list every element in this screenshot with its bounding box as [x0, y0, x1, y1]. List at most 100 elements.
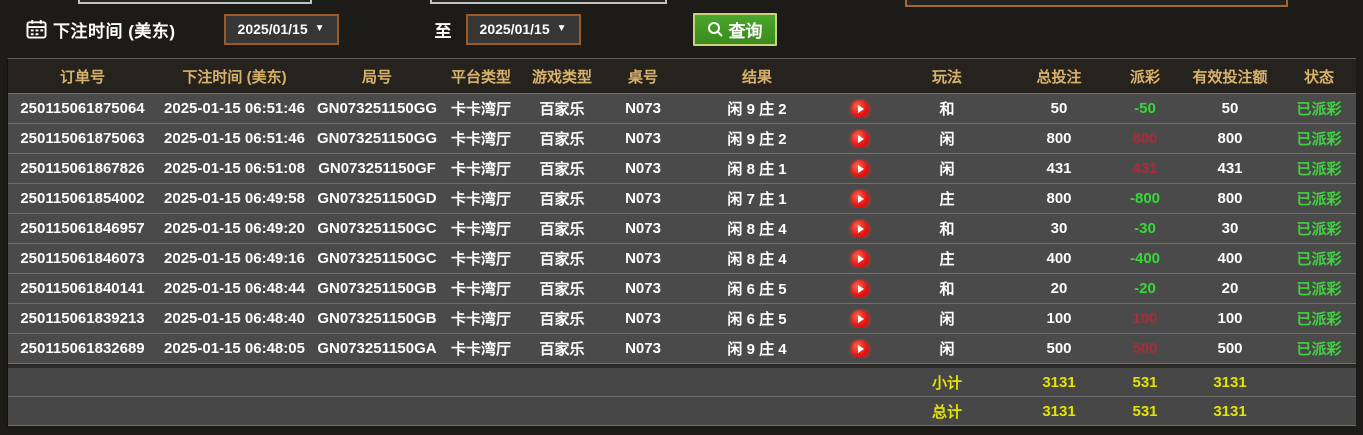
header-play-type: 玩法: [931, 68, 962, 86]
video-play-icon[interactable]: [851, 249, 869, 268]
cell-valid-bet: 100: [1217, 310, 1243, 327]
cell-play-type: 庄: [939, 251, 955, 268]
cell-video: [832, 99, 888, 118]
cell-video: [832, 159, 888, 178]
cell-round-no: GN073251150GG: [316, 100, 438, 117]
cell-bet-time: 2025-01-15 06:51:46: [164, 130, 305, 147]
cell-result: 闲 9 庄 2: [727, 101, 787, 118]
video-play-icon[interactable]: [851, 279, 869, 298]
cell-payout: -400: [1129, 250, 1161, 267]
video-play-icon[interactable]: [851, 159, 869, 178]
cell-total-bet: 800: [1046, 190, 1072, 207]
header-bet-time: 下注时间 (美东): [182, 68, 287, 86]
table-row: 250115061832689 2025-01-15 06:48:05 GN07…: [8, 334, 1356, 364]
table-row: 250115061854002 2025-01-15 06:49:58 GN07…: [8, 184, 1356, 214]
cell-round-no: GN073251150GC: [317, 220, 437, 237]
cell-order-no: 250115061832689: [20, 340, 145, 357]
cell-total-bet: 800: [1046, 130, 1072, 147]
table-row: 250115061846957 2025-01-15 06:49:20 GN07…: [8, 214, 1356, 244]
date-from-value: 2025/01/15: [237, 21, 308, 37]
cell-game-type: 百家乐: [539, 341, 585, 358]
cell-payout: -800: [1129, 190, 1161, 207]
cell-total-bet: 100: [1046, 310, 1072, 327]
video-play-icon[interactable]: [851, 99, 869, 118]
cell-valid-bet: 800: [1217, 130, 1243, 147]
cell-bet-time: 2025-01-15 06:51:08: [164, 160, 305, 177]
video-play-icon[interactable]: [851, 129, 869, 148]
cell-status: 已派彩: [1296, 191, 1342, 208]
cell-payout: 800: [1132, 130, 1158, 147]
query-button[interactable]: 查询: [692, 12, 777, 46]
cropped-input-fragment[interactable]: [430, 0, 667, 4]
video-play-icon[interactable]: [851, 339, 869, 358]
cell-game-type: 百家乐: [539, 161, 585, 178]
cropped-input-fragment[interactable]: [78, 0, 312, 4]
cell-play-type: 庄: [939, 191, 955, 208]
cell-table-no: N073: [625, 310, 661, 327]
cell-valid-bet: 50: [1221, 100, 1239, 117]
cell-round-no: GN073251150GB: [317, 310, 437, 327]
cell-play-type: 闲: [939, 161, 955, 178]
bet-records-table: 订单号 下注时间 (美东) 局号 平台类型 游戏类型 桌号 结果 玩法 总投注 …: [7, 58, 1356, 426]
cell-valid-bet: 400: [1217, 250, 1243, 267]
cell-bet-time: 2025-01-15 06:48:44: [164, 280, 305, 297]
cell-round-no: GN073251150GF: [318, 160, 436, 177]
chevron-down-icon: ▼: [314, 23, 325, 34]
cell-order-no: 250115061839213: [20, 310, 145, 327]
cell-result: 闲 8 庄 4: [727, 221, 787, 238]
header-order-no: 订单号: [59, 68, 105, 86]
cell-platform: 卡卡湾厅: [450, 311, 511, 328]
cell-video: [832, 279, 888, 298]
cell-valid-bet: 30: [1221, 220, 1239, 237]
subtotal-payout: 531: [1132, 373, 1158, 391]
cell-total-bet: 400: [1046, 250, 1072, 267]
cell-play-type: 闲: [939, 341, 955, 358]
cell-order-no: 250115061867826: [20, 160, 145, 177]
cell-platform: 卡卡湾厅: [450, 281, 511, 298]
video-play-icon[interactable]: [851, 219, 869, 238]
cell-result: 闲 7 庄 1: [727, 191, 787, 208]
date-from-select[interactable]: 2025/01/15 ▼: [223, 13, 339, 45]
cell-platform: 卡卡湾厅: [450, 101, 511, 118]
video-play-icon[interactable]: [851, 309, 869, 328]
cell-status: 已派彩: [1296, 221, 1342, 238]
cell-play-type: 和: [939, 281, 955, 298]
cell-status: 已派彩: [1296, 101, 1342, 118]
cell-order-no: 250115061854002: [20, 190, 145, 207]
cell-total-bet: 500: [1046, 340, 1072, 357]
header-status: 状态: [1303, 68, 1334, 86]
cell-order-no: 250115061875064: [20, 100, 145, 117]
cell-platform: 卡卡湾厅: [450, 341, 511, 358]
cropped-input-fragment[interactable]: [905, 0, 1288, 7]
cell-table-no: N073: [625, 280, 661, 297]
total-payout: 531: [1132, 402, 1158, 420]
cell-total-bet: 50: [1050, 100, 1068, 117]
cell-table-no: N073: [625, 340, 661, 357]
video-play-icon[interactable]: [851, 189, 869, 208]
cell-platform: 卡卡湾厅: [450, 191, 511, 208]
cell-table-no: N073: [625, 130, 661, 147]
cell-bet-time: 2025-01-15 06:49:20: [164, 220, 305, 237]
cell-play-type: 闲: [939, 131, 955, 148]
date-to-select[interactable]: 2025/01/15 ▼: [465, 13, 581, 45]
total-label: 总计: [931, 403, 962, 421]
subtotal-total-bet: 3131: [1042, 373, 1076, 391]
header-result: 结果: [741, 68, 772, 86]
cell-valid-bet: 800: [1217, 190, 1243, 207]
cell-payout: 500: [1132, 340, 1158, 357]
cell-result: 闲 8 庄 4: [727, 251, 787, 268]
cell-payout: -20: [1134, 280, 1156, 297]
cell-play-type: 闲: [939, 311, 955, 328]
cell-round-no: GN073251150GG: [316, 130, 438, 147]
cell-payout: -30: [1134, 220, 1156, 237]
cell-table-no: N073: [625, 220, 661, 237]
cell-platform: 卡卡湾厅: [450, 251, 511, 268]
table-row: 250115061840141 2025-01-15 06:48:44 GN07…: [8, 274, 1356, 304]
cell-valid-bet: 500: [1217, 340, 1243, 357]
table-footer-divider: [8, 364, 1356, 368]
cell-table-no: N073: [625, 190, 661, 207]
cell-result: 闲 8 庄 1: [727, 161, 787, 178]
cell-order-no: 250115061846073: [20, 250, 145, 267]
cell-video: [832, 189, 888, 208]
query-button-label: 查询: [728, 21, 763, 41]
